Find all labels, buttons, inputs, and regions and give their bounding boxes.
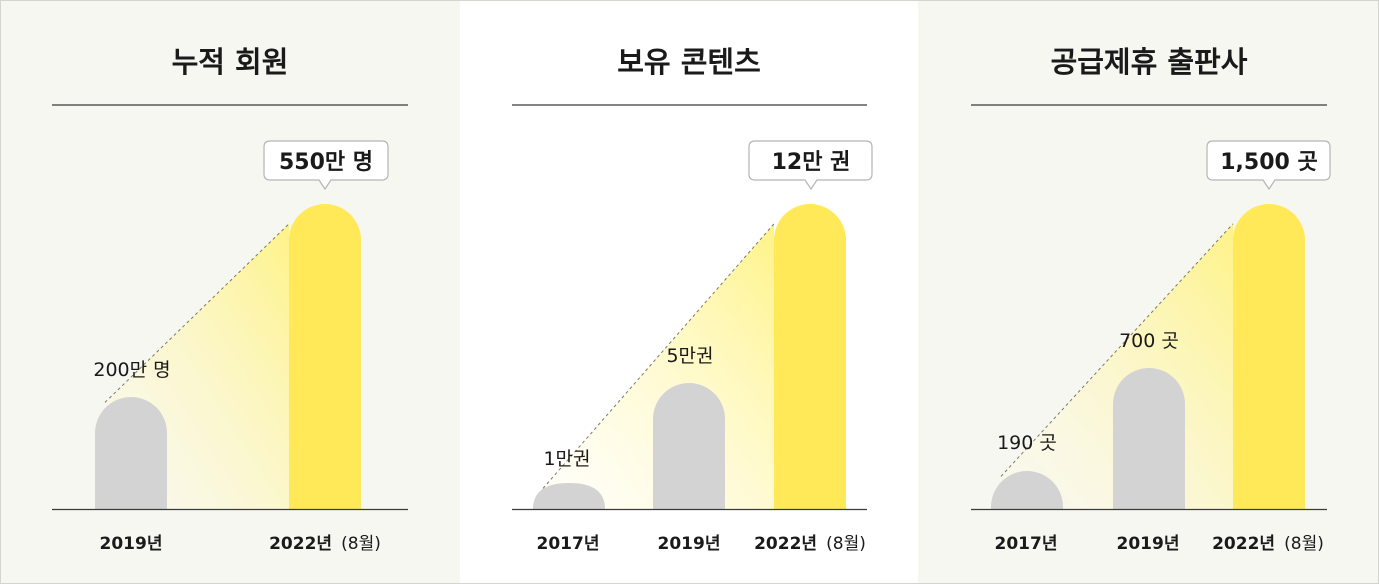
bar <box>1113 368 1185 509</box>
trend-dashed-line <box>542 223 775 489</box>
x-tick-label: 2017년 <box>995 534 1058 554</box>
chart-title: 누적 회원 <box>172 45 289 79</box>
data-label: 1만권 <box>543 448 590 470</box>
bar-highlight <box>289 204 361 509</box>
x-tick-label: 2017년 <box>537 534 600 554</box>
bar <box>991 471 1063 509</box>
data-label: 12만 권 <box>772 150 851 175</box>
x-tick-label: 2019년 <box>658 534 721 554</box>
x-tick-label: 2022년 (8월) <box>754 534 866 554</box>
x-tick-label: 2019년 <box>100 534 163 554</box>
chart-members: 누적 회원 2019년 2022년 (8월) 200만 명 550만 명 <box>52 45 408 554</box>
chart-publishers: 공급제휴 출판사 2017년 2019년 2022년 (8월) 190 곳 70… <box>971 45 1331 554</box>
x-tick-label: 2019년 <box>1117 534 1180 554</box>
chart-contents: 보유 콘텐츠 2017년 2019년 2022년 (8월) 1만권 5만권 12… <box>512 45 873 554</box>
callout-bubble: 12만 권 <box>748 140 873 191</box>
callout-bubble: 550만 명 <box>263 140 389 191</box>
callout-bubble: 1,500 곳 <box>1206 140 1331 191</box>
data-label: 550만 명 <box>279 150 373 175</box>
x-tick-label: 2022년 (8월) <box>1212 534 1324 554</box>
data-label: 5만권 <box>666 345 713 367</box>
chart-title: 보유 콘텐츠 <box>617 45 761 79</box>
bar-highlight <box>774 204 846 509</box>
bar-highlight <box>1233 204 1305 509</box>
bar <box>95 397 167 509</box>
data-label: 190 곳 <box>997 432 1057 454</box>
bar <box>653 383 725 509</box>
data-label: 200만 명 <box>93 359 170 381</box>
data-label: 700 곳 <box>1119 330 1179 352</box>
data-label: 1,500 곳 <box>1220 150 1318 175</box>
trend-dashed-line <box>104 223 290 403</box>
bar <box>533 483 605 509</box>
chart-title: 공급제휴 출판사 <box>1051 45 1248 79</box>
x-tick-label: 2022년 (8월) <box>269 534 381 554</box>
